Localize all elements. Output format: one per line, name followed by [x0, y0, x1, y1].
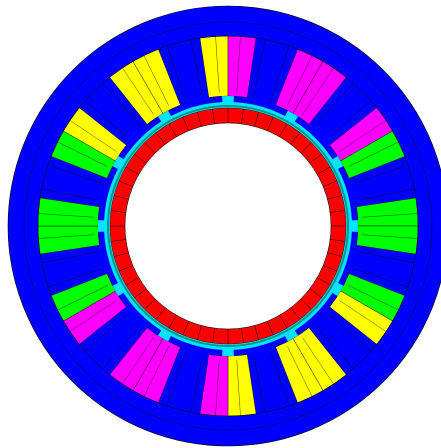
mesh-line: [348, 141, 399, 167]
mesh-line: [359, 188, 415, 201]
mesh-line: [122, 337, 154, 385]
mesh-ring-outer: [37, 35, 419, 417]
slot-wedge-left-lower: [112, 282, 125, 297]
rotor-bore: [124, 122, 332, 330]
mesh-ring-boundary: [7, 5, 441, 447]
mesh-line: [328, 314, 371, 352]
rotor-magnet-segment: [329, 225, 347, 242]
mesh-line: [215, 359, 220, 416]
mesh-line: [339, 120, 387, 152]
mesh-line: [102, 83, 140, 126]
slot-wedge-left-upper: [112, 155, 125, 170]
mesh-line: [57, 285, 108, 311]
slot-wedge-right-upper: [331, 155, 344, 170]
mesh-line: [190, 39, 203, 95]
mesh-line: [38, 234, 95, 239]
rotor-magnet-segment: [109, 210, 127, 227]
rotor-magnet-segment: [109, 225, 127, 242]
mesh-line: [190, 357, 203, 413]
mesh-line: [215, 36, 220, 93]
slot-wedge-right-lower: [331, 282, 344, 297]
mesh-line: [287, 346, 313, 397]
mesh-line: [143, 55, 169, 106]
mesh-lines: [7, 5, 441, 447]
rotor-magnet-segment: [212, 107, 229, 125]
mesh-line: [287, 55, 313, 106]
mesh-line: [102, 326, 140, 369]
mesh-line: [361, 213, 418, 218]
mesh-line: [270, 352, 290, 406]
slot-wedge-bottom-left: [157, 329, 172, 342]
mesh-line: [359, 251, 415, 264]
mesh-line: [122, 67, 154, 115]
mesh-line: [143, 346, 169, 397]
mesh-line: [41, 251, 97, 264]
mesh-ring-yoke: [23, 21, 433, 431]
mesh-line: [69, 300, 117, 332]
mesh-line: [328, 100, 371, 138]
mesh-line: [236, 359, 241, 416]
mesh-line: [316, 326, 354, 369]
slot-wedge-bottom-right: [284, 329, 299, 342]
slot-wedge-top-left: [157, 110, 172, 123]
mesh-line: [69, 120, 117, 152]
mesh-line: [85, 314, 128, 352]
mesh-line: [348, 285, 399, 311]
mesh-line: [38, 213, 95, 218]
mesh-line: [85, 100, 128, 138]
mesh-line: [166, 46, 186, 100]
rotor-magnets: [109, 107, 347, 345]
rotor-magnet-segment: [227, 327, 244, 345]
mesh-line: [302, 67, 334, 115]
mesh-line: [253, 357, 266, 413]
slot-wedge-right: [350, 220, 358, 232]
rotor-magnet-segment: [227, 107, 244, 125]
mesh-line: [354, 164, 408, 184]
mesh-line: [57, 141, 108, 167]
stator-slots: [37, 35, 419, 417]
mesh-line: [354, 268, 408, 288]
mesh-line: [48, 164, 102, 184]
mesh-line: [270, 46, 290, 100]
mesh-line: [236, 36, 241, 93]
mesh-line: [166, 352, 186, 406]
slot-wedge-left: [98, 220, 106, 232]
mesh-line: [361, 234, 418, 239]
mesh-line: [302, 337, 334, 385]
mesh-line: [253, 39, 266, 95]
slot-wedge-top: [222, 96, 234, 104]
rotor-magnet-segment: [212, 327, 229, 345]
rotor-magnet-segment: [329, 210, 347, 227]
slot-wedge-bottom: [222, 348, 234, 357]
mesh-line: [316, 83, 354, 126]
slot-wedge-top-right: [284, 110, 299, 123]
mesh-line: [339, 300, 387, 332]
mesh-line: [41, 188, 97, 201]
mesh-line: [48, 268, 102, 288]
